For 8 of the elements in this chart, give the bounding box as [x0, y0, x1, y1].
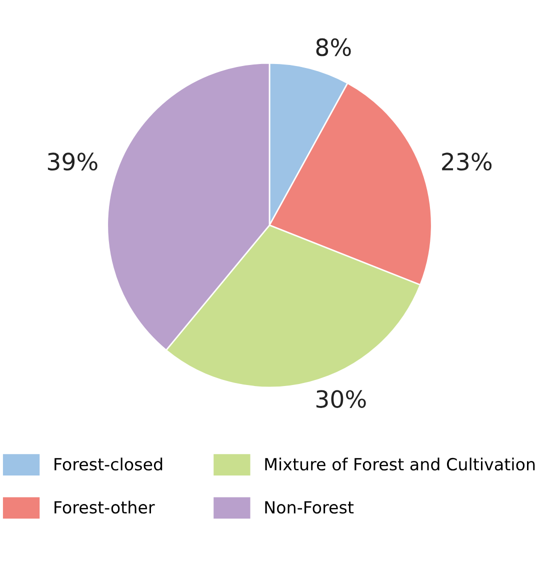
legend-label: Non-Forest: [265, 501, 354, 514]
legend-label: Forest-other: [54, 500, 155, 514]
legend-label: Forest-closed: [54, 458, 162, 471]
data-label: 39%: [48, 152, 98, 171]
legend-label: Mixture of Forest and Cultivation: [265, 458, 535, 471]
data-label: 30%: [316, 390, 366, 408]
data-label: 23%: [442, 152, 492, 171]
data-label: 8%: [316, 38, 351, 56]
